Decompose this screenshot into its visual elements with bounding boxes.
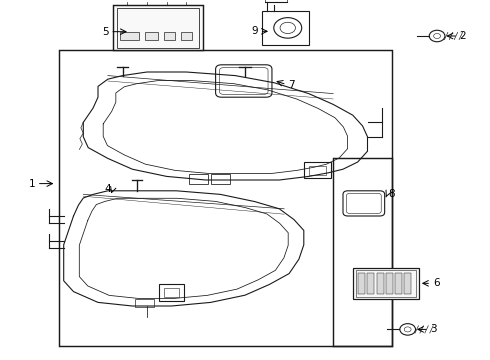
Bar — [189, 174, 208, 184]
Bar — [353, 268, 419, 299]
Text: 5: 5 — [102, 27, 109, 37]
Text: 6: 6 — [433, 278, 440, 288]
Bar — [333, 158, 392, 346]
Text: 2: 2 — [460, 31, 466, 41]
Bar — [377, 273, 384, 294]
Bar — [135, 299, 154, 307]
Bar — [304, 162, 331, 178]
Bar — [368, 273, 374, 294]
Text: 8: 8 — [389, 189, 395, 199]
Bar — [117, 8, 199, 48]
Bar — [265, 0, 287, 2]
Text: 4: 4 — [104, 184, 111, 194]
Bar — [356, 270, 416, 297]
Text: 7: 7 — [288, 80, 295, 90]
Text: 3: 3 — [430, 324, 437, 334]
Bar — [145, 32, 158, 40]
Bar — [211, 174, 230, 184]
Bar — [262, 11, 309, 45]
Bar — [181, 32, 192, 40]
Bar — [159, 284, 184, 301]
Bar — [113, 5, 203, 50]
Bar — [358, 273, 365, 294]
Bar — [386, 273, 393, 294]
Bar — [164, 288, 179, 297]
Bar — [309, 166, 326, 175]
Bar — [164, 32, 175, 40]
Bar — [395, 273, 402, 294]
Bar — [59, 50, 392, 346]
Text: 9: 9 — [251, 26, 258, 36]
Bar — [120, 32, 139, 40]
Text: 1: 1 — [28, 179, 35, 189]
Bar — [404, 273, 411, 294]
